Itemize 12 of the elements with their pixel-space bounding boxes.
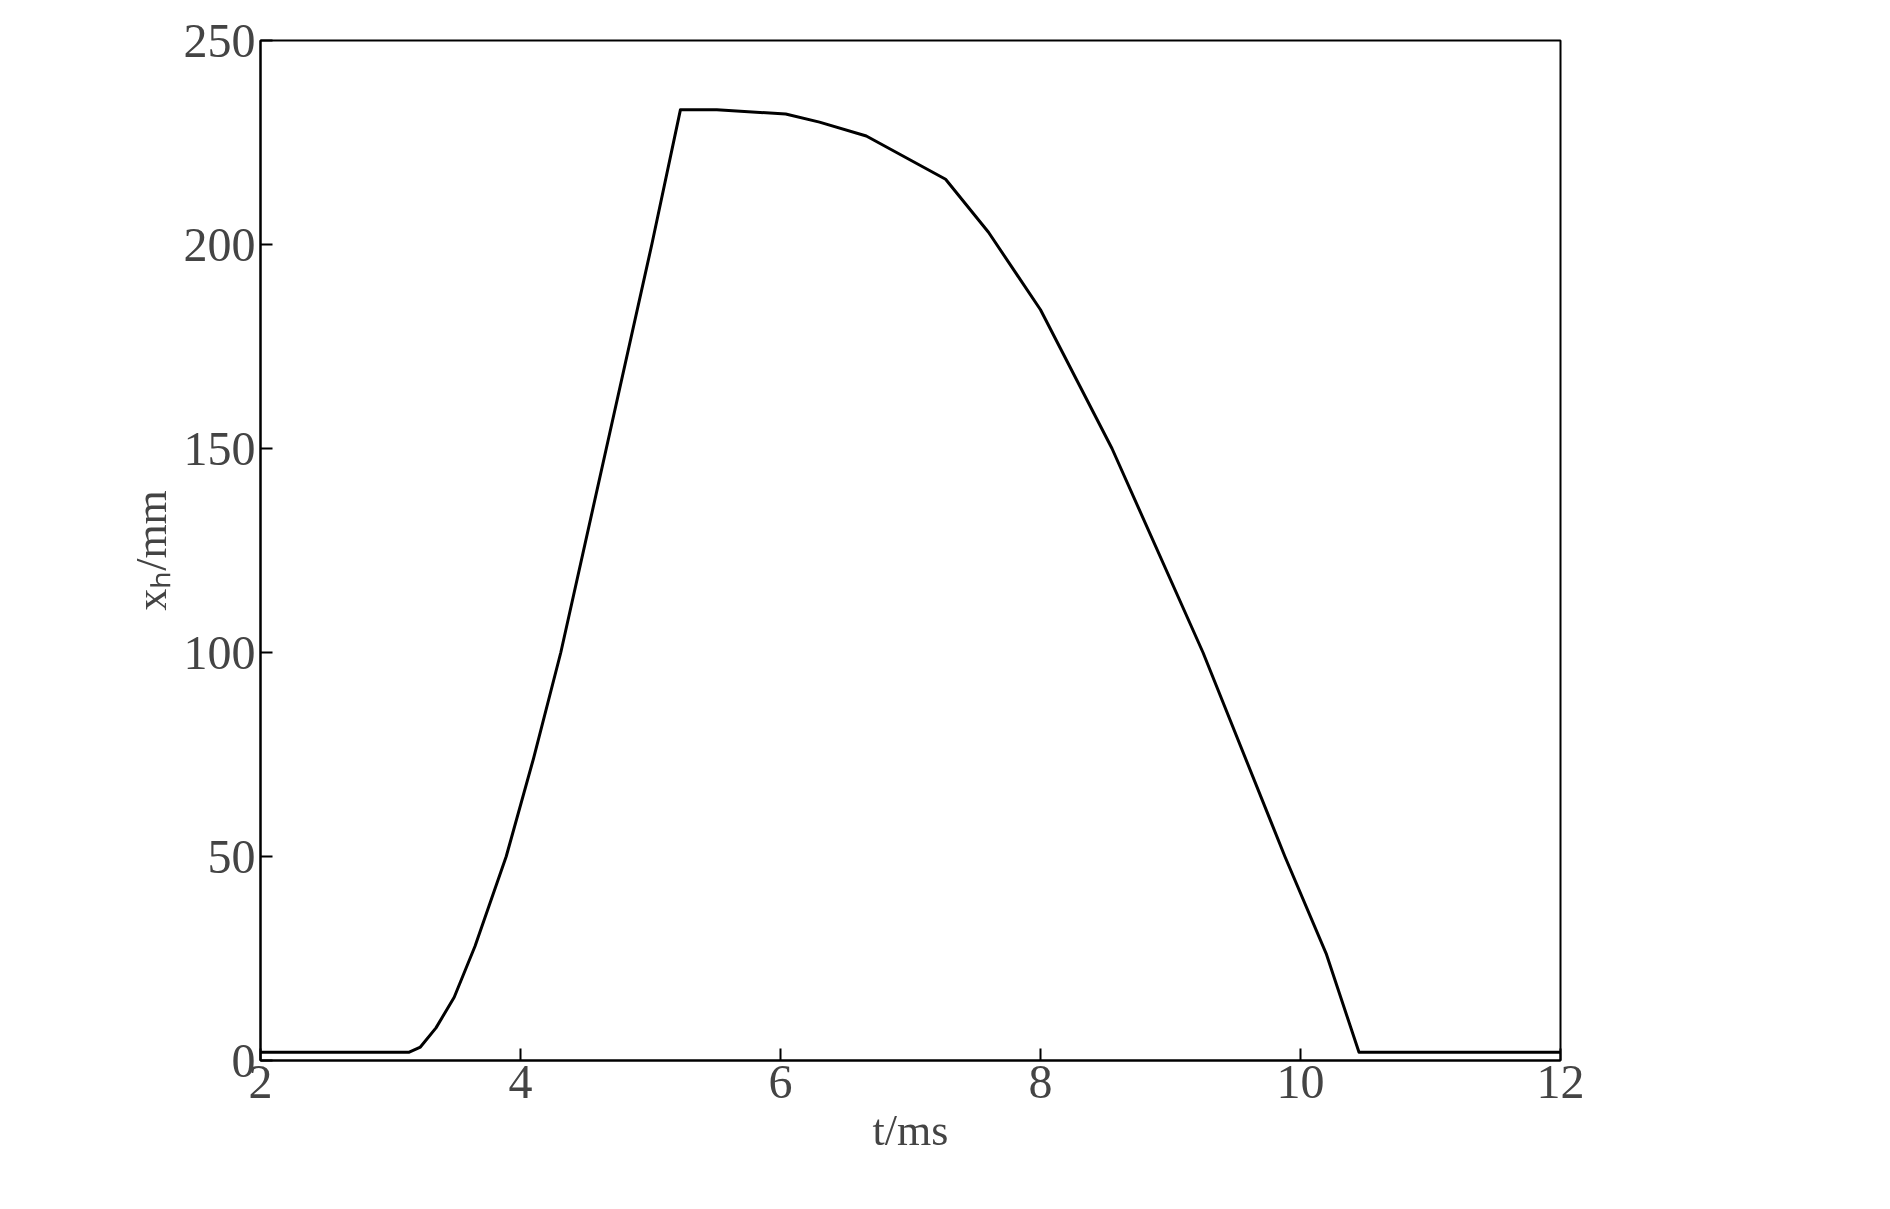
y-tick-label: 250 (183, 13, 256, 67)
x-axis-title: t/ms (872, 1105, 949, 1155)
y-tick-label: 150 (183, 421, 256, 475)
y-tick-label: 50 (207, 829, 256, 883)
y-axis-title: xₕ/mm (126, 490, 176, 611)
x-tick-label: 10 (1276, 1054, 1325, 1108)
x-tick-label: 8 (1028, 1054, 1053, 1108)
y-tick-label: 100 (183, 625, 256, 679)
x-tick-label: 4 (508, 1054, 533, 1108)
x-tick-label: 6 (768, 1054, 793, 1108)
x-tick-label: 12 (1536, 1054, 1585, 1108)
y-tick-label: 200 (183, 217, 256, 271)
